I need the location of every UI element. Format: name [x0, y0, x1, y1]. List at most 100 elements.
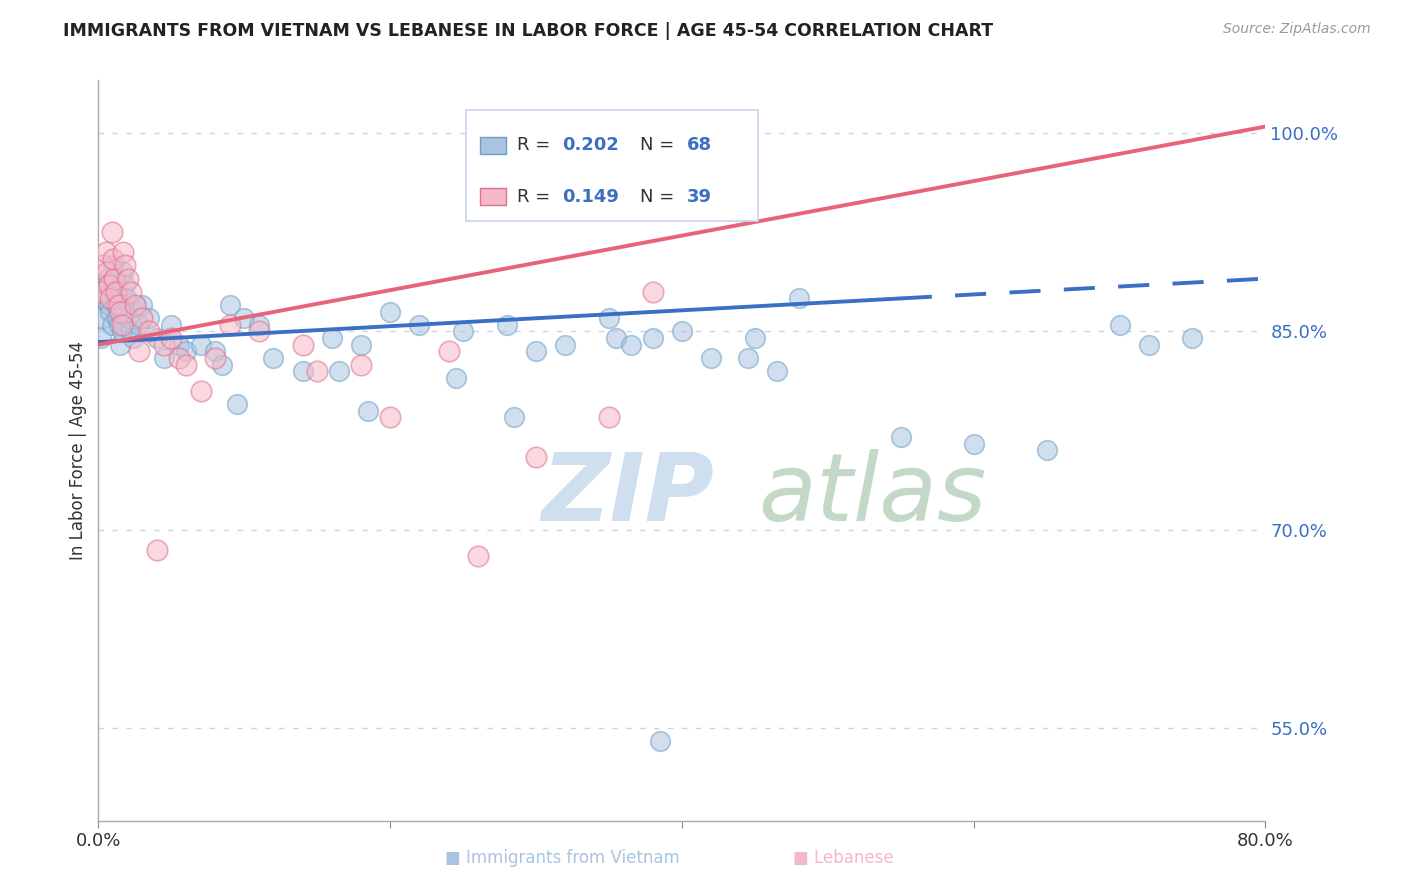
Point [700, 351, 723, 365]
Point [1035, 443, 1057, 458]
Point [167, 337, 190, 351]
Point [765, 364, 787, 378]
FancyBboxPatch shape [465, 110, 758, 221]
Point [125, 298, 148, 312]
Point [117, 271, 139, 285]
Text: 0.202: 0.202 [562, 136, 619, 154]
Point [91, 311, 114, 326]
Point [138, 325, 160, 339]
Text: R =: R = [517, 136, 557, 154]
Point [218, 298, 240, 312]
Point [160, 331, 183, 345]
Point [226, 397, 249, 411]
Point [328, 364, 350, 378]
Point [146, 542, 169, 557]
Point [671, 325, 693, 339]
Point [128, 344, 150, 359]
Point [648, 734, 671, 748]
Point [444, 370, 467, 384]
Point [247, 318, 270, 332]
Point [98, 304, 121, 318]
Point [350, 337, 373, 351]
Point [451, 325, 474, 339]
Point [100, 225, 122, 239]
Point [350, 358, 373, 372]
Point [598, 410, 620, 425]
Point [408, 318, 430, 332]
Point [233, 311, 256, 326]
Text: ZIP: ZIP [541, 449, 714, 541]
Point [97, 298, 120, 312]
Point [101, 252, 124, 266]
Point [110, 337, 132, 351]
Point [503, 410, 526, 425]
Point [190, 337, 212, 351]
Point [467, 549, 489, 564]
Point [122, 331, 145, 345]
Point [108, 298, 131, 312]
Point [218, 318, 240, 332]
Point [204, 351, 226, 365]
Y-axis label: In Labor Force | Age 45-54: In Labor Force | Age 45-54 [69, 341, 87, 560]
Point [105, 311, 128, 326]
Point [103, 285, 125, 299]
Point [263, 351, 285, 365]
Text: 0.149: 0.149 [562, 187, 619, 205]
Point [247, 325, 270, 339]
Text: 39: 39 [686, 187, 711, 205]
Point [1108, 318, 1130, 332]
Point [291, 337, 314, 351]
Point [167, 351, 190, 365]
Point [291, 364, 314, 378]
Point [174, 358, 197, 372]
Point [524, 450, 547, 464]
Point [554, 337, 576, 351]
Point [90, 331, 112, 345]
Point [153, 337, 176, 351]
Point [100, 318, 122, 332]
Point [598, 311, 620, 326]
Point [962, 437, 984, 451]
Point [787, 292, 810, 306]
Point [104, 285, 127, 299]
Point [190, 384, 212, 398]
Point [437, 344, 460, 359]
Point [96, 265, 118, 279]
Point [115, 292, 138, 306]
Point [496, 318, 519, 332]
Point [120, 325, 142, 339]
Point [111, 325, 134, 339]
FancyBboxPatch shape [479, 188, 506, 204]
Point [117, 311, 139, 326]
Point [98, 292, 121, 306]
Point [131, 298, 153, 312]
Point [307, 364, 329, 378]
Point [93, 292, 115, 306]
Point [321, 331, 343, 345]
Point [1181, 331, 1204, 345]
Point [114, 278, 136, 293]
Point [174, 344, 197, 359]
Text: Source: ZipAtlas.com: Source: ZipAtlas.com [1223, 22, 1371, 37]
Point [153, 351, 176, 365]
Point [204, 344, 226, 359]
Point [128, 318, 150, 332]
Point [138, 311, 160, 326]
Point [90, 285, 112, 299]
Point [641, 331, 664, 345]
Point [605, 331, 627, 345]
Point [357, 404, 380, 418]
Point [114, 259, 136, 273]
Point [103, 271, 125, 285]
Point [96, 271, 118, 285]
Point [112, 265, 135, 279]
Point [108, 318, 131, 332]
Point [94, 245, 117, 260]
Text: IMMIGRANTS FROM VIETNAM VS LEBANESE IN LABOR FORCE | AGE 45-54 CORRELATION CHART: IMMIGRANTS FROM VIETNAM VS LEBANESE IN L… [63, 22, 994, 40]
Point [641, 285, 664, 299]
Point [120, 285, 142, 299]
Point [131, 311, 153, 326]
Point [124, 298, 146, 312]
Text: atlas: atlas [758, 450, 986, 541]
Text: ■ Immigrants from Vietnam: ■ Immigrants from Vietnam [446, 849, 679, 867]
